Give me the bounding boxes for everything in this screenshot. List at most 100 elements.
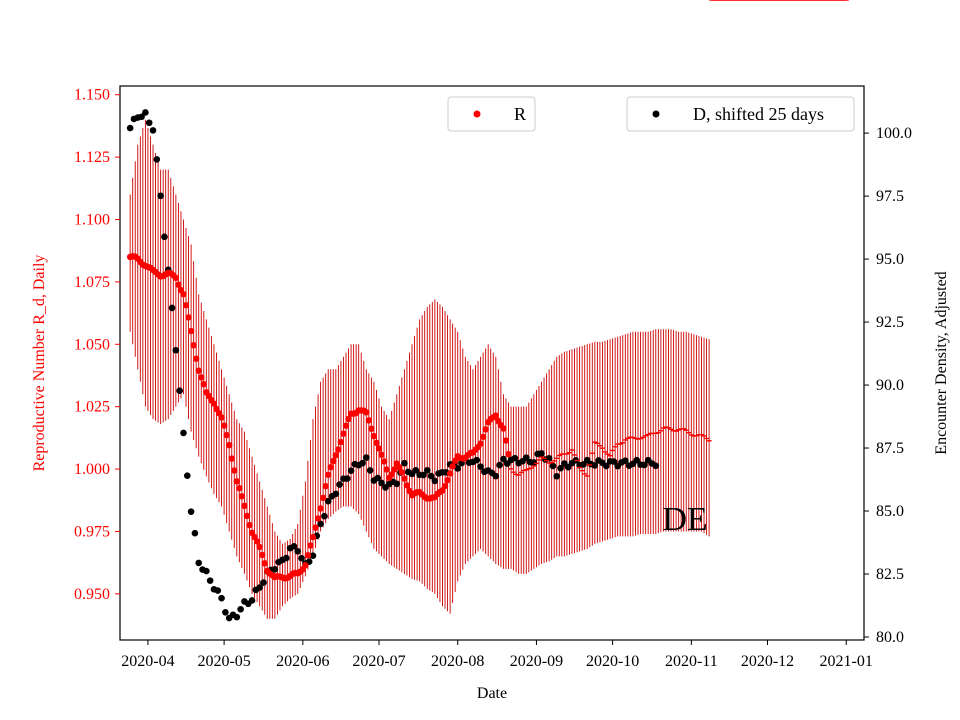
d-point bbox=[652, 462, 660, 470]
r-point bbox=[500, 425, 507, 432]
d-point bbox=[473, 456, 481, 464]
r-point bbox=[182, 302, 190, 309]
x-tick-label: 2020-04 bbox=[121, 653, 174, 670]
y-right-tick-label: 90.0 bbox=[876, 377, 904, 394]
d-point bbox=[591, 462, 599, 469]
r-point bbox=[373, 439, 380, 447]
r-point bbox=[363, 409, 370, 416]
y-left-tick-label: 1.125 bbox=[74, 149, 110, 166]
d-point bbox=[157, 192, 164, 200]
r-point bbox=[327, 464, 334, 471]
r-point bbox=[210, 400, 218, 407]
r-point bbox=[383, 466, 390, 473]
r-point bbox=[365, 417, 373, 424]
d-point bbox=[378, 479, 385, 487]
r-point bbox=[449, 463, 456, 470]
r-point bbox=[375, 445, 383, 452]
d-point bbox=[195, 559, 203, 567]
d-point bbox=[176, 387, 183, 394]
legend-d-box bbox=[626, 96, 855, 132]
x-tick-label: 2021-01 bbox=[820, 653, 873, 670]
d-point bbox=[454, 465, 462, 472]
r-point bbox=[228, 455, 235, 462]
d-point bbox=[477, 463, 484, 470]
d-point bbox=[153, 156, 161, 163]
d-point bbox=[522, 454, 530, 461]
d-point bbox=[180, 429, 187, 437]
legend-d-marker bbox=[652, 110, 660, 118]
r-point bbox=[261, 560, 268, 567]
r-point bbox=[218, 414, 225, 421]
d-point bbox=[237, 605, 244, 613]
r-point bbox=[309, 533, 317, 541]
r-point bbox=[317, 505, 324, 512]
d-point bbox=[511, 454, 519, 462]
r-point bbox=[238, 493, 246, 500]
legend-r-marker bbox=[473, 110, 481, 118]
y-right-tick-label: 97.5 bbox=[876, 188, 904, 205]
d-point bbox=[359, 459, 366, 467]
r-point bbox=[304, 552, 312, 559]
y-right-tick-label: 92.5 bbox=[876, 314, 904, 331]
d-point bbox=[283, 554, 290, 562]
d-point bbox=[191, 529, 199, 537]
d-point bbox=[332, 490, 340, 498]
r-point bbox=[187, 327, 195, 335]
d-point bbox=[633, 456, 641, 464]
y-right-tick-label: 80.0 bbox=[876, 629, 904, 646]
d-point bbox=[168, 304, 176, 312]
d-point bbox=[393, 480, 401, 488]
r-point bbox=[368, 425, 375, 432]
legend-r: R bbox=[447, 96, 536, 132]
y-axis-left: 0.950 0.975 1.000 1.025 1.050 1.075 1.100 1.125… bbox=[74, 87, 120, 603]
r-point bbox=[231, 467, 238, 474]
r-point bbox=[253, 538, 261, 545]
d-point bbox=[347, 467, 355, 474]
d-point bbox=[183, 472, 191, 480]
d-point bbox=[622, 457, 629, 464]
legend-d: D, shifted 25 days bbox=[626, 96, 855, 132]
d-point bbox=[530, 459, 538, 466]
y-left-tick-label: 1.100 bbox=[74, 212, 110, 229]
x-axis: 2020-04 2020-05 2020-06 2020-07 2020-08 2020-… bbox=[121, 640, 873, 670]
r-point bbox=[337, 438, 345, 446]
r-point bbox=[192, 355, 200, 362]
r-point bbox=[220, 422, 228, 429]
r-point bbox=[258, 551, 266, 559]
r-point bbox=[172, 274, 180, 282]
r-point bbox=[342, 422, 350, 429]
y-axis-right-label: Encounter Density, Adjusted bbox=[933, 271, 950, 454]
d-point bbox=[602, 462, 610, 470]
d-point bbox=[366, 467, 374, 474]
r-point bbox=[345, 415, 352, 423]
d-point bbox=[145, 119, 153, 127]
d-point bbox=[271, 566, 279, 573]
x-tick-label: 2020-05 bbox=[197, 653, 250, 670]
y-left-tick-label: 1.025 bbox=[74, 399, 110, 416]
d-point bbox=[431, 477, 439, 485]
r-point bbox=[307, 542, 314, 549]
x-axis-label: Date bbox=[477, 685, 507, 702]
d-point bbox=[549, 462, 557, 470]
d-point bbox=[172, 346, 180, 354]
d-point bbox=[336, 481, 343, 488]
d-point bbox=[420, 471, 427, 479]
d-point bbox=[187, 508, 195, 515]
y-axis-left-label: Reproductive Number R_d, Daily bbox=[31, 255, 48, 472]
d-point bbox=[641, 461, 648, 469]
r-point bbox=[241, 502, 248, 510]
r-point bbox=[195, 367, 202, 374]
d-point bbox=[222, 608, 229, 616]
d-point bbox=[610, 458, 618, 465]
r-errorbars bbox=[129, 119, 710, 619]
y-left-tick-label: 1.050 bbox=[74, 336, 110, 353]
x-tick-label: 2020-10 bbox=[586, 653, 639, 670]
d-point bbox=[492, 472, 500, 480]
d-point bbox=[317, 520, 324, 528]
r-point bbox=[401, 475, 408, 482]
legend-r-box bbox=[447, 96, 536, 132]
d-point bbox=[260, 579, 267, 586]
d-point bbox=[580, 461, 587, 468]
r-point bbox=[256, 543, 263, 551]
r-point bbox=[180, 291, 187, 298]
